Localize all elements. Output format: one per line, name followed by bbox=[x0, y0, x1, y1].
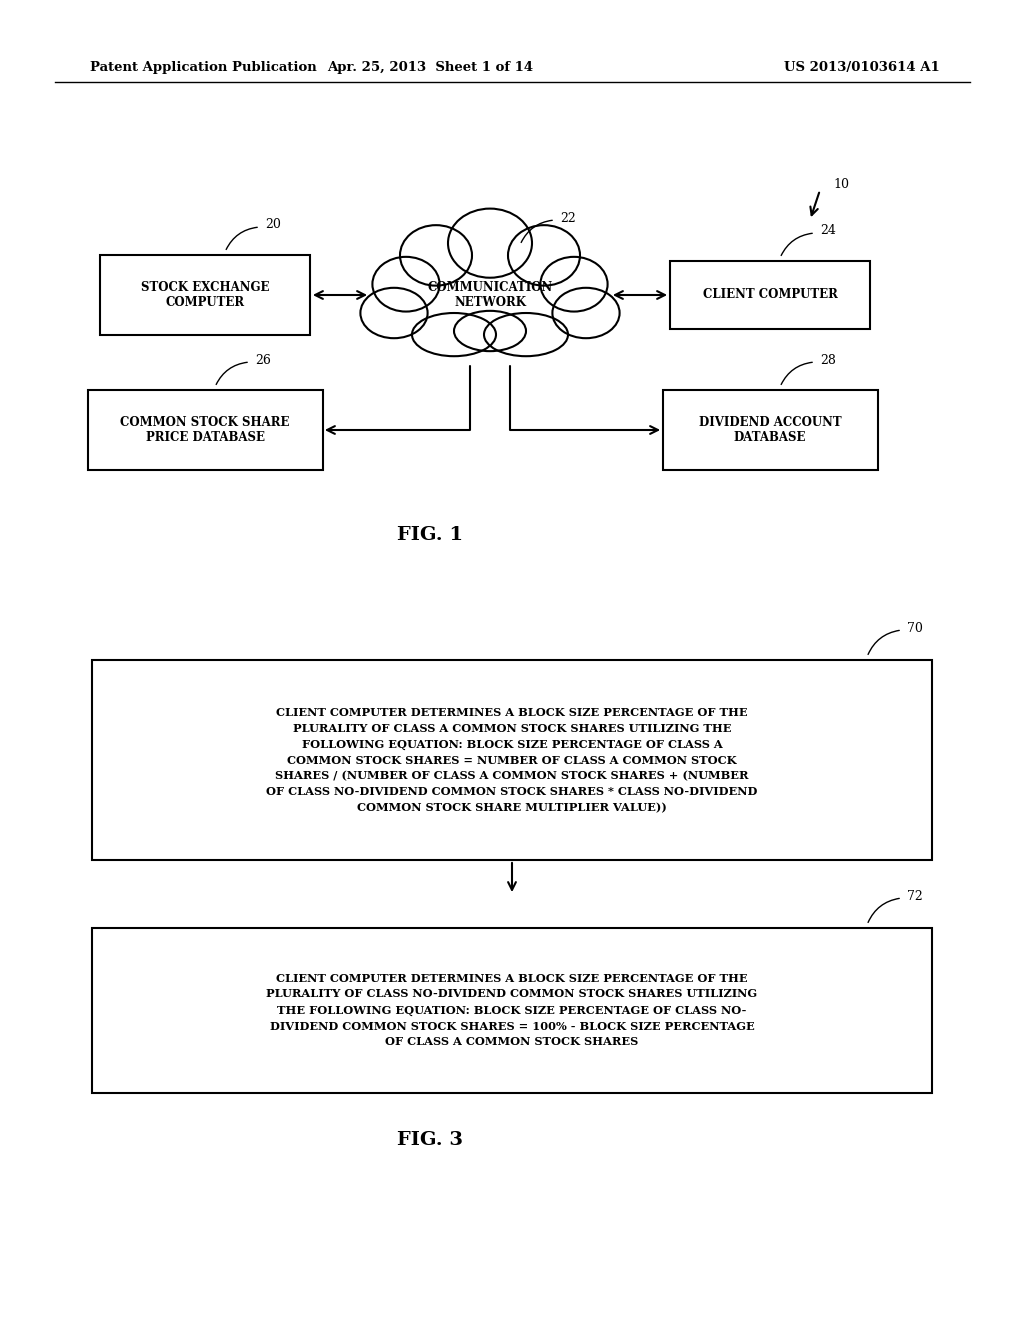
Text: Patent Application Publication: Patent Application Publication bbox=[90, 62, 316, 74]
Text: COMMON STOCK SHARE
PRICE DATABASE: COMMON STOCK SHARE PRICE DATABASE bbox=[120, 416, 290, 444]
Text: 10: 10 bbox=[833, 178, 849, 191]
Text: 26: 26 bbox=[255, 354, 271, 367]
Text: FIG. 3: FIG. 3 bbox=[397, 1131, 463, 1148]
Text: US 2013/0103614 A1: US 2013/0103614 A1 bbox=[784, 62, 940, 74]
Text: 70: 70 bbox=[907, 622, 923, 635]
Ellipse shape bbox=[412, 313, 496, 356]
Ellipse shape bbox=[541, 257, 607, 312]
Text: 72: 72 bbox=[907, 890, 923, 903]
Text: Apr. 25, 2013  Sheet 1 of 14: Apr. 25, 2013 Sheet 1 of 14 bbox=[327, 62, 534, 74]
Ellipse shape bbox=[484, 313, 568, 356]
FancyBboxPatch shape bbox=[100, 255, 310, 335]
Text: CLIENT COMPUTER DETERMINES A BLOCK SIZE PERCENTAGE OF THE
PLURALITY OF CLASS NO-: CLIENT COMPUTER DETERMINES A BLOCK SIZE … bbox=[266, 973, 758, 1048]
Ellipse shape bbox=[508, 226, 580, 285]
Ellipse shape bbox=[552, 288, 620, 338]
Text: DIVIDEND ACCOUNT
DATABASE: DIVIDEND ACCOUNT DATABASE bbox=[698, 416, 842, 444]
FancyBboxPatch shape bbox=[87, 389, 323, 470]
Ellipse shape bbox=[449, 209, 532, 277]
Text: CLIENT COMPUTER DETERMINES A BLOCK SIZE PERCENTAGE OF THE
PLURALITY OF CLASS A C: CLIENT COMPUTER DETERMINES A BLOCK SIZE … bbox=[266, 706, 758, 813]
Text: 20: 20 bbox=[265, 219, 281, 231]
Text: 24: 24 bbox=[820, 224, 836, 238]
Ellipse shape bbox=[400, 226, 472, 285]
Ellipse shape bbox=[373, 257, 439, 312]
FancyBboxPatch shape bbox=[92, 928, 932, 1093]
Ellipse shape bbox=[360, 288, 428, 338]
Ellipse shape bbox=[400, 255, 580, 334]
Text: FIG. 1: FIG. 1 bbox=[397, 525, 463, 544]
FancyBboxPatch shape bbox=[663, 389, 878, 470]
Ellipse shape bbox=[454, 310, 526, 351]
FancyBboxPatch shape bbox=[92, 660, 932, 861]
FancyBboxPatch shape bbox=[670, 261, 870, 329]
Text: CLIENT COMPUTER: CLIENT COMPUTER bbox=[702, 289, 838, 301]
Text: STOCK EXCHANGE
COMPUTER: STOCK EXCHANGE COMPUTER bbox=[140, 281, 269, 309]
Text: 28: 28 bbox=[820, 354, 836, 367]
Text: COMMUNICATION
NETWORK: COMMUNICATION NETWORK bbox=[427, 281, 553, 309]
Text: 22: 22 bbox=[560, 211, 575, 224]
